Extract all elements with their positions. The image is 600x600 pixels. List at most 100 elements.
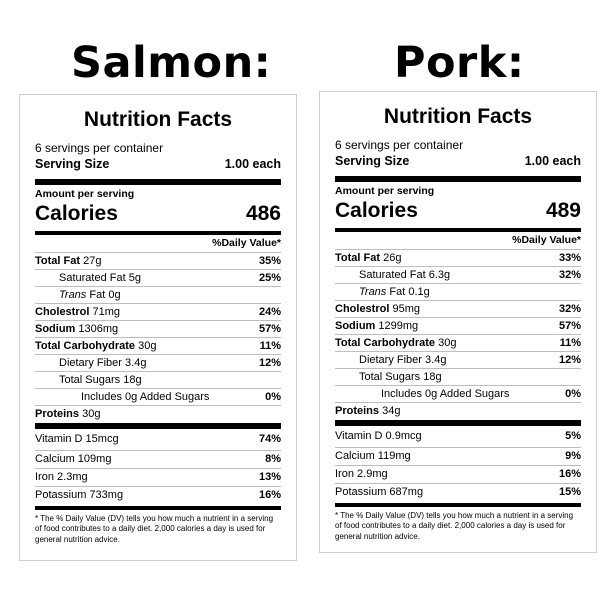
nutrient-label: Saturated Fat bbox=[359, 269, 426, 281]
nutrient-label-suffix: Fat bbox=[89, 289, 106, 301]
calories-value: 486 bbox=[245, 202, 281, 225]
calories-value: 489 bbox=[545, 199, 581, 222]
nutrient-amount: 34g bbox=[382, 405, 401, 417]
saturated-fat-row: Saturated Fat 5g 25% bbox=[35, 269, 281, 286]
calories-label: Calories bbox=[335, 199, 418, 222]
trans-fat-row: Trans Fat 0g bbox=[35, 286, 281, 303]
serving-size-label: Serving Size bbox=[335, 154, 410, 168]
nutrient-dv: 0% bbox=[265, 391, 281, 403]
nutrient-amount: 0.1g bbox=[408, 286, 430, 298]
nutrient-dv: 16% bbox=[558, 468, 581, 480]
serving-size-label: Serving Size bbox=[35, 157, 110, 171]
nutrient-label: Includes 0g Added Sugars bbox=[381, 388, 510, 400]
medium-divider bbox=[35, 231, 281, 235]
nutrient-dv: 15% bbox=[558, 486, 581, 498]
cholestrol-row: Cholestrol 95mg 32% bbox=[335, 300, 581, 317]
dietary-fiber-row: Dietary Fiber 3.4g 12% bbox=[335, 351, 581, 368]
calories-label: Calories bbox=[35, 202, 118, 225]
iron-row: Iron 2.9mg 16% bbox=[335, 465, 581, 482]
nutrient-amount: 1306mg bbox=[78, 323, 119, 335]
total-fat-row: Total Fat 27g 35% bbox=[35, 252, 281, 269]
nutrient-amount: 6.3g bbox=[428, 269, 451, 281]
daily-value-footnote: * The % Daily Value (DV) tells you how m… bbox=[35, 514, 274, 544]
nutrient-label: Total Carbohydrate bbox=[335, 337, 436, 349]
medium-divider bbox=[335, 503, 581, 507]
nutrient-amount: 18g bbox=[123, 374, 142, 386]
pork-nutrition-label: Nutrition Facts 6 servings per container… bbox=[319, 91, 597, 553]
nutrient-label: Proteins bbox=[35, 408, 80, 420]
nutrient-amount: 687mg bbox=[389, 486, 424, 498]
nutrient-amount: 1299mg bbox=[378, 320, 419, 332]
nutrient-dv: 9% bbox=[565, 450, 581, 462]
nutrient-amount: 95mg bbox=[392, 303, 420, 315]
daily-value-footnote: * The % Daily Value (DV) tells you how m… bbox=[335, 511, 574, 541]
calcium-row: Calcium 109mg 8% bbox=[35, 450, 281, 467]
nutrient-amount: 109mg bbox=[77, 453, 112, 465]
nutrient-amount: 71mg bbox=[92, 306, 120, 318]
nutrition-facts-title: Nutrition Facts bbox=[383, 105, 533, 128]
nutrient-label: Iron bbox=[335, 468, 354, 480]
total-carbohydrate-row: Total Carbohydrate 30g 11% bbox=[335, 334, 581, 351]
nutrient-dv: 32% bbox=[558, 303, 581, 315]
nutrient-amount: 0g bbox=[108, 289, 121, 301]
nutrient-dv: 11% bbox=[259, 340, 281, 352]
nutrient-label: Total Sugars bbox=[59, 374, 121, 386]
nutrient-dv: 8% bbox=[265, 453, 281, 465]
proteins-row: Proteins 30g bbox=[35, 405, 281, 422]
salmon-nutrition-label: Nutrition Facts 6 servings per container… bbox=[19, 94, 297, 561]
nutrient-label-suffix: Fat bbox=[389, 286, 406, 298]
nutrient-label: Dietary Fiber bbox=[59, 357, 122, 369]
nutrient-label: Vitamin D bbox=[335, 430, 383, 442]
vitamin-d-row: Vitamin D 15mcg 74% bbox=[35, 431, 281, 448]
nutrient-dv: 0% bbox=[565, 388, 581, 400]
nutrient-label: Sodium bbox=[335, 320, 376, 332]
total-sugars-row: Total Sugars 18g bbox=[335, 368, 581, 385]
servings-per-container: 6 servings per container bbox=[35, 141, 164, 155]
serving-size-value: 1.00 each bbox=[524, 154, 581, 168]
nutrient-amount: 2.9mg bbox=[357, 468, 388, 480]
potassium-row: Potassium 733mg 16% bbox=[35, 486, 281, 503]
nutrient-label: Dietary Fiber bbox=[359, 354, 422, 366]
daily-value-header: %Daily Value* bbox=[512, 234, 581, 246]
nutrient-label: Total Fat bbox=[35, 255, 81, 267]
iron-row: Iron 2.3mg 13% bbox=[35, 468, 281, 485]
calcium-row: Calcium 119mg 9% bbox=[335, 447, 581, 464]
added-sugars-row: Includes 0g Added Sugars 0% bbox=[335, 385, 581, 402]
serving-size: Serving Size 1.00 each bbox=[35, 157, 281, 171]
nutrient-label: Calcium bbox=[335, 450, 375, 462]
thick-divider bbox=[35, 423, 281, 429]
amount-per-serving: Amount per serving bbox=[335, 185, 435, 197]
serving-size: Serving Size 1.00 each bbox=[335, 154, 581, 168]
nutrient-dv: 12% bbox=[558, 354, 581, 366]
total-sugars-row: Total Sugars 18g bbox=[35, 371, 281, 388]
nutrient-dv: 32% bbox=[558, 269, 581, 281]
total-fat-row: Total Fat 26g 33% bbox=[335, 249, 581, 266]
nutrient-label: Total Sugars bbox=[359, 371, 421, 383]
serving-size-value: 1.00 each bbox=[224, 157, 281, 171]
nutrition-facts-title: Nutrition Facts bbox=[83, 108, 233, 131]
nutrient-dv: 57% bbox=[258, 323, 281, 335]
nutrient-amount: 5g bbox=[128, 272, 141, 284]
nutrient-amount: 27g bbox=[83, 255, 102, 267]
pork-heading: Pork: bbox=[394, 38, 525, 88]
thick-divider bbox=[35, 179, 281, 185]
nutrient-dv: 5% bbox=[565, 430, 581, 442]
nutrient-label: Cholestrol bbox=[335, 303, 390, 315]
medium-divider bbox=[35, 506, 281, 510]
nutrient-label: Proteins bbox=[335, 405, 380, 417]
nutrient-dv: 25% bbox=[258, 272, 281, 284]
medium-divider bbox=[335, 228, 581, 232]
total-carbohydrate-row: Total Carbohydrate 30g 11% bbox=[35, 337, 281, 354]
nutrient-amount: 733mg bbox=[89, 489, 124, 501]
proteins-row: Proteins 34g bbox=[335, 402, 581, 419]
daily-value-header: %Daily Value* bbox=[212, 237, 281, 249]
nutrient-dv: 33% bbox=[558, 252, 581, 264]
nutrient-label: Trans bbox=[59, 289, 87, 301]
vitamin-d-row: Vitamin D 0.9mcg 5% bbox=[335, 428, 581, 445]
nutrient-dv: 13% bbox=[258, 471, 281, 483]
nutrient-amount: 0.9mcg bbox=[385, 430, 422, 442]
nutrient-dv: 24% bbox=[258, 306, 281, 318]
nutrient-amount: 30g bbox=[438, 337, 457, 349]
nutrient-label: Potassium bbox=[35, 489, 87, 501]
servings-per-container: 6 servings per container bbox=[335, 138, 464, 152]
